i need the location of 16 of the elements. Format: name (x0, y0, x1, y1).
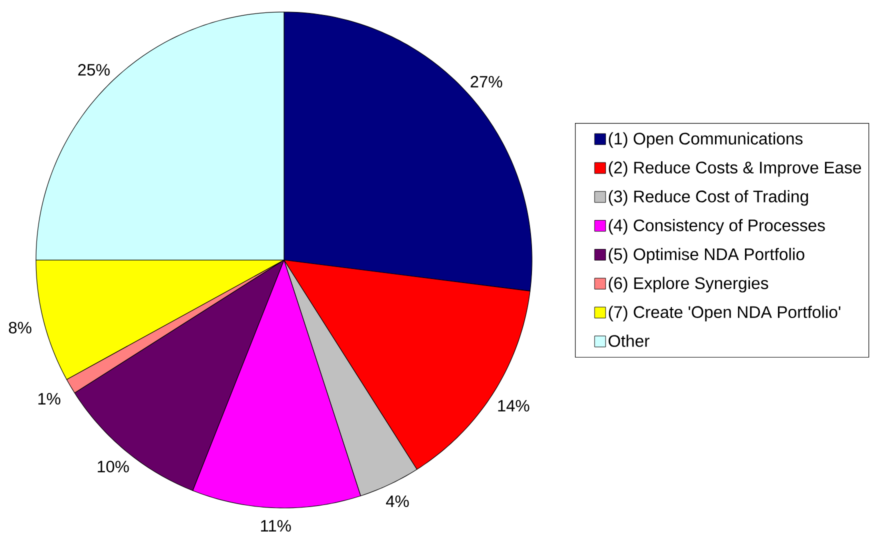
legend-label: (1) Open Communications (608, 132, 803, 148)
data-label: 4% (386, 496, 409, 508)
data-label: 27% (470, 76, 502, 88)
data-label: 14% (498, 400, 530, 412)
data-label: 11% (261, 520, 291, 532)
data-label: 8% (8, 322, 32, 334)
legend-label: (2) Reduce Costs & Improve Ease (608, 161, 862, 177)
data-label: 25% (78, 64, 110, 76)
legend-label: (6) Explore Synergies (608, 276, 768, 292)
data-label: 1% (38, 393, 60, 405)
data-label: 10% (98, 460, 129, 472)
legend-label: Other (608, 334, 650, 347)
legend-label: (3) Reduce Cost of Trading (608, 190, 808, 206)
legend-label: (7) Create 'Open NDA Portfolio' (608, 306, 840, 322)
legend-label: (5) Optimise NDA Portfolio (608, 248, 804, 264)
legend-label: (4) Consistency of Processes (608, 219, 825, 235)
